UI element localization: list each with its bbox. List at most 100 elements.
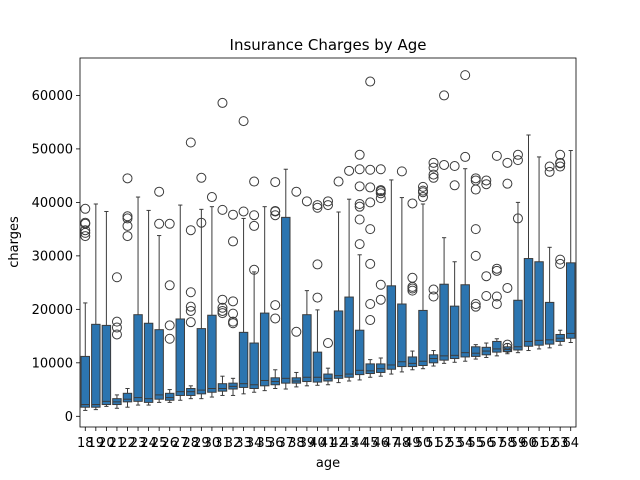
outlier-point	[417, 185, 428, 196]
box-age-25	[154, 186, 165, 403]
x-tick-label: 64	[562, 436, 579, 451]
box-iqr	[281, 216, 291, 384]
box-age-35	[259, 206, 270, 392]
box-iqr	[164, 392, 175, 401]
outlier-point	[185, 137, 196, 148]
outlier-point	[491, 263, 502, 274]
x-tick-label: 55	[467, 436, 484, 451]
x-tick-label: 28	[183, 436, 200, 451]
box-iqr	[133, 314, 143, 402]
box-age-36	[270, 177, 281, 389]
outlier-point	[196, 217, 207, 228]
outlier-point	[270, 300, 281, 311]
outlier-point	[270, 210, 281, 221]
box-age-19	[91, 203, 101, 411]
outlier-point	[354, 214, 365, 225]
box-age-64	[566, 150, 576, 344]
x-tick-label: 25	[151, 436, 168, 451]
x-tick-label: 39	[299, 436, 316, 451]
outlier-point	[491, 265, 502, 276]
outlier-point	[439, 159, 450, 170]
box-iqr	[312, 351, 323, 383]
outlier-point	[323, 196, 333, 207]
x-tick-label: 47	[383, 436, 400, 451]
outlier-point	[249, 220, 260, 231]
box-iqr	[101, 324, 112, 406]
y-tick-label: 50000	[32, 142, 73, 157]
box-iqr	[238, 331, 249, 388]
outlier-point	[196, 172, 207, 183]
y-tick-label: 60000	[32, 89, 73, 104]
outlier-point	[111, 322, 122, 333]
outlier-point	[111, 272, 122, 283]
outlier-point	[365, 76, 376, 87]
x-tick-label: 35	[256, 436, 273, 451]
chart-title: Insurance Charges by Age	[230, 36, 427, 54]
x-tick-label: 19	[88, 436, 105, 451]
x-tick-label: 53	[446, 436, 463, 451]
outlier-point	[154, 218, 165, 229]
box-age-28	[185, 137, 196, 400]
box-age-22	[122, 173, 133, 408]
outlier-point	[323, 338, 333, 349]
outlier-point	[428, 291, 439, 302]
y-tick-label: 40000	[32, 196, 73, 211]
box-age-54	[460, 70, 471, 362]
outlier-point	[80, 231, 91, 242]
box-iqr	[154, 329, 164, 400]
box-iqr	[143, 322, 154, 403]
box-age-45	[365, 76, 376, 378]
box-iqr	[122, 392, 133, 403]
outlier-point	[502, 339, 513, 350]
box-age-32	[228, 209, 239, 396]
outlier-point	[502, 178, 513, 189]
x-tick-label: 46	[372, 436, 389, 451]
x-tick-label: 20	[98, 436, 115, 451]
outlier-point	[365, 164, 376, 175]
outlier-point	[555, 161, 566, 172]
x-tick-label: 45	[362, 436, 379, 451]
outlier-point	[354, 239, 365, 250]
box-iqr	[449, 305, 460, 360]
outlier-point	[354, 181, 365, 192]
outlier-point	[428, 284, 439, 295]
outlier-point	[555, 258, 566, 269]
outlier-point	[312, 259, 323, 270]
box-age-33	[238, 116, 249, 395]
box-iqr	[460, 284, 470, 358]
box-iqr	[439, 283, 449, 361]
x-tick-label: 61	[531, 436, 548, 451]
outlier-point	[502, 282, 513, 293]
outlier-point	[217, 204, 228, 215]
box-iqr	[249, 342, 259, 389]
outlier-point	[428, 169, 439, 180]
outlier-point	[185, 301, 196, 312]
box-age-38	[291, 186, 302, 388]
box-age-26	[164, 218, 175, 403]
x-tick-label: 29	[193, 436, 210, 451]
outlier-point	[470, 224, 481, 235]
box-age-20	[101, 210, 112, 407]
outlier-point	[185, 225, 196, 236]
box-age-21	[111, 272, 122, 409]
box-age-62	[544, 161, 555, 349]
box-iqr	[259, 312, 270, 387]
box-age-56	[481, 175, 492, 358]
outlier-point	[449, 161, 460, 172]
y-tick-label: 30000	[32, 249, 73, 264]
outlier-point	[228, 316, 239, 327]
outlier-point	[481, 175, 492, 186]
outlier-point	[228, 209, 239, 220]
x-axis-label: age	[316, 456, 340, 471]
box-iqr	[354, 329, 365, 376]
outlier-point	[375, 294, 386, 305]
outlier-point	[502, 157, 513, 168]
x-tick-label: 50	[415, 436, 432, 451]
x-tick-label: 51	[425, 436, 442, 451]
outlier-point	[354, 164, 365, 175]
x-tick-label: 37	[278, 436, 295, 451]
outlier-point	[122, 231, 133, 242]
x-tick-label: 26	[161, 436, 178, 451]
x-tick-label: 38	[288, 436, 305, 451]
